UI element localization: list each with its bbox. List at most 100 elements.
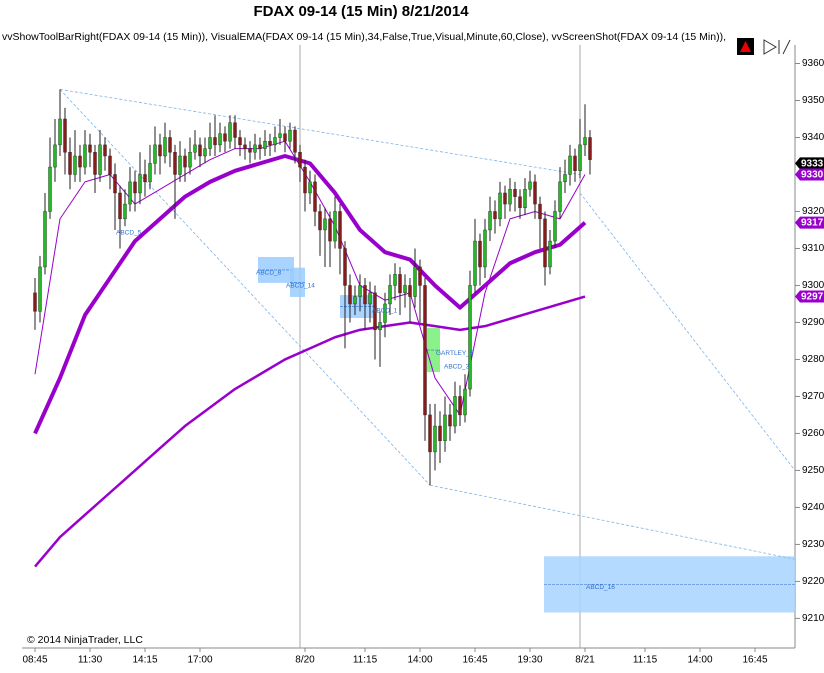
chart-title: FDAX 09-14 (15 Min) 8/21/2014 bbox=[253, 3, 469, 20]
candle-body bbox=[483, 229, 487, 268]
candle-body bbox=[223, 133, 227, 142]
candle-body bbox=[543, 218, 547, 268]
candle-body bbox=[48, 166, 52, 212]
candle-body bbox=[53, 144, 57, 168]
pattern-label: ABCD_5 bbox=[116, 230, 142, 237]
x-tick-label: 14:00 bbox=[687, 655, 712, 666]
x-tick-label: 14:15 bbox=[132, 655, 157, 666]
candle-body bbox=[443, 414, 447, 442]
candle-body bbox=[148, 163, 152, 183]
candle-body bbox=[158, 144, 162, 157]
candle-body bbox=[78, 155, 82, 168]
candle-body bbox=[363, 285, 367, 305]
price-marker-label: 9330 bbox=[801, 170, 824, 181]
candle-body bbox=[303, 166, 307, 194]
trend-line bbox=[59, 89, 431, 486]
candle-body bbox=[558, 181, 562, 212]
candle-body bbox=[98, 144, 102, 175]
candle-body bbox=[538, 203, 542, 220]
candle-body bbox=[308, 181, 312, 194]
candle-body bbox=[408, 285, 412, 297]
y-tick-label: 9310 bbox=[802, 243, 824, 254]
y-tick-label: 9260 bbox=[802, 428, 824, 439]
candle-body bbox=[43, 211, 47, 268]
price-marker bbox=[795, 216, 824, 229]
slash-icon[interactable] bbox=[782, 39, 791, 55]
candle-body bbox=[368, 292, 372, 305]
x-tick-label: 11:15 bbox=[353, 655, 378, 666]
candle-body bbox=[423, 285, 427, 416]
y-tick-label: 9230 bbox=[802, 539, 824, 550]
candle-body bbox=[318, 211, 322, 231]
candle-body bbox=[128, 181, 132, 205]
candle-body bbox=[33, 292, 37, 312]
candle-body bbox=[523, 189, 527, 208]
candle-body bbox=[178, 155, 182, 175]
candle-body bbox=[343, 248, 347, 286]
candle-body bbox=[113, 174, 117, 194]
candle-body bbox=[293, 129, 297, 153]
candle-body bbox=[328, 218, 332, 242]
candle-body bbox=[213, 137, 217, 146]
candle-body bbox=[378, 322, 382, 331]
candle-body bbox=[373, 292, 377, 331]
candle-body bbox=[228, 122, 232, 142]
y-tick-label: 9210 bbox=[802, 613, 824, 624]
candle-body bbox=[298, 152, 302, 168]
candle-body bbox=[518, 196, 522, 208]
candle-body bbox=[83, 144, 87, 168]
price-marker-label: 9297 bbox=[801, 292, 824, 303]
trend-line bbox=[59, 88, 581, 175]
y-tick-label: 9250 bbox=[802, 465, 824, 476]
candle-body bbox=[183, 155, 187, 168]
candle-body bbox=[68, 152, 72, 175]
candle-body bbox=[468, 285, 472, 390]
y-tick-label: 9290 bbox=[802, 317, 824, 328]
candle-body bbox=[173, 152, 177, 175]
y-tick-label: 9300 bbox=[802, 280, 824, 291]
copyright: © 2014 NinjaTrader, LLC bbox=[27, 634, 143, 646]
pattern-label: ABCD_16 bbox=[586, 584, 615, 591]
y-tick-label: 9240 bbox=[802, 502, 824, 513]
price-marker bbox=[795, 290, 824, 303]
candle-body bbox=[218, 133, 222, 146]
candle-body bbox=[478, 240, 482, 268]
candle-body bbox=[393, 274, 397, 286]
toolbar-icons bbox=[737, 38, 791, 55]
candle-body bbox=[263, 140, 267, 149]
ema-line bbox=[34, 295, 586, 568]
candle-body bbox=[418, 266, 422, 286]
candle-body bbox=[63, 118, 67, 153]
pattern-label: ABCD_3 bbox=[444, 364, 470, 371]
candle-body bbox=[58, 118, 62, 146]
pattern-label: ABCD_8 bbox=[256, 270, 282, 277]
candle-body bbox=[383, 303, 387, 323]
candle-body bbox=[528, 181, 532, 190]
candle-body bbox=[268, 140, 272, 146]
x-tick-label: 11:15 bbox=[633, 655, 658, 666]
play-icon[interactable] bbox=[763, 39, 777, 55]
candle-body bbox=[433, 425, 437, 453]
candle-body bbox=[413, 266, 417, 297]
indicator-list: vvShowToolBarRight(FDAX 09-14 (15 Min)),… bbox=[2, 31, 726, 43]
candle-body bbox=[448, 414, 452, 427]
x-tick-label: 16:45 bbox=[462, 655, 487, 666]
candle-body bbox=[388, 285, 392, 305]
trend-line bbox=[429, 484, 796, 560]
pattern-label: GARTLEY_5 bbox=[436, 350, 474, 357]
candle-body bbox=[258, 144, 262, 149]
ema-line bbox=[33, 153, 587, 435]
y-tick-label: 9360 bbox=[802, 58, 824, 69]
candle-body bbox=[273, 137, 277, 146]
candle-body bbox=[248, 148, 252, 153]
candle-body bbox=[323, 218, 327, 231]
price-marker-label: 9317 bbox=[801, 218, 824, 229]
x-tick-label: 8/21 bbox=[575, 655, 595, 666]
candle-body bbox=[313, 181, 317, 212]
pattern-label: ABCD_1 bbox=[372, 308, 398, 315]
candle-body bbox=[568, 155, 572, 175]
candle-body bbox=[508, 189, 512, 205]
candle-body bbox=[438, 425, 442, 442]
candle-body bbox=[108, 155, 112, 175]
